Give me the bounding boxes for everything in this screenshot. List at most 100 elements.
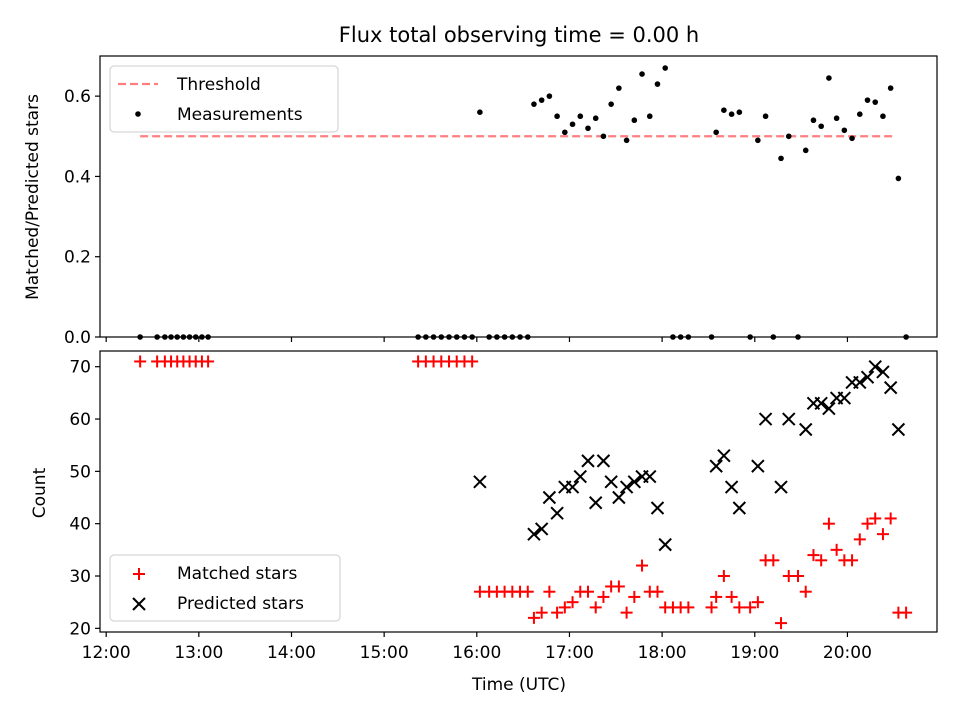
measurement-point	[895, 175, 902, 182]
predicted-star-point	[732, 501, 747, 515]
count-xtick-label: 16:00	[452, 643, 501, 663]
legend-threshold-label: Threshold	[176, 75, 261, 95]
predicted-star-point	[774, 480, 788, 494]
measurement-point	[592, 115, 599, 122]
count-ytick-label: 50	[69, 462, 91, 482]
matched-star-point	[535, 606, 548, 619]
matched-star-point	[521, 585, 534, 598]
measurement-point	[600, 133, 607, 140]
ratio-ytick-label: 0.6	[64, 87, 91, 107]
predicted-star-point	[473, 475, 487, 489]
matched-star-point	[612, 580, 625, 593]
predicted-star-point	[604, 475, 618, 489]
predicted-star-point	[876, 365, 890, 379]
measurement-point	[623, 137, 630, 144]
count-xlabel: Time (UTC)	[471, 675, 566, 695]
legend-measurements-label: Measurements	[177, 105, 303, 125]
measurement-point	[721, 107, 727, 113]
measurement-point	[569, 121, 576, 128]
matched-star-point	[628, 590, 641, 603]
count-xtick-label: 13:00	[174, 643, 223, 663]
legend-predicted-label: Predicted stars	[177, 594, 304, 614]
matched-star-point	[543, 585, 556, 598]
predicted-star-point	[542, 490, 557, 505]
predicted-star-point	[758, 412, 773, 426]
predicted-star-point	[891, 422, 906, 437]
measurement-point	[736, 109, 743, 115]
matched-star-point	[884, 512, 897, 525]
count-ytick-label: 20	[69, 619, 91, 639]
measurement-point	[728, 111, 735, 118]
measurement-point	[778, 155, 784, 162]
count-xtick-label: 19:00	[730, 643, 779, 663]
predicted-star-point	[565, 480, 580, 494]
matched-star-point	[558, 601, 571, 614]
predicted-star-point	[837, 391, 852, 405]
measurement-point	[585, 125, 591, 132]
matched-star-point	[682, 601, 695, 614]
measurement-point	[802, 147, 809, 154]
predicted-star-point	[709, 459, 723, 473]
count-xtick-label: 14:00	[267, 643, 316, 663]
measurement-point	[577, 113, 584, 120]
measurement-point	[531, 101, 537, 107]
measurement-point	[887, 85, 894, 91]
matched-star-point	[822, 517, 835, 530]
measurement-point	[841, 127, 848, 134]
measurement-point	[654, 81, 661, 87]
matched-star-point	[705, 601, 718, 614]
predicted-star-point	[853, 375, 867, 390]
predicted-star-point	[573, 469, 587, 484]
ratio-plot: 0.0 0.2 0.4 0.6 Matched/Predicted stars Thr…	[23, 55, 938, 348]
measurement-point	[762, 113, 769, 120]
predicted-star-point	[822, 401, 836, 416]
matched-star-point	[733, 601, 746, 614]
measurement-point	[872, 99, 879, 105]
matched-star-point	[725, 590, 738, 603]
matched-star-point	[589, 601, 602, 614]
measurement-point	[856, 111, 863, 118]
count-ytick-label: 70	[69, 358, 91, 378]
predicted-star-point	[589, 496, 603, 510]
ratio-ylabel: Matched/Predicted stars	[23, 94, 43, 300]
predicted-star-point	[658, 537, 672, 552]
measurement-point	[833, 115, 840, 122]
matched-star-point	[846, 554, 859, 567]
legend-measurements-swatch	[135, 111, 141, 117]
count-ytick-label: 40	[69, 515, 91, 535]
matched-star-point	[551, 606, 564, 619]
matched-star-point	[710, 590, 723, 603]
count-ylabel: Count	[30, 467, 50, 518]
matched-star-point	[717, 570, 730, 583]
predicted-star-point	[612, 490, 626, 505]
ratio-legend: Threshold Measurements	[109, 65, 339, 133]
measurement-point	[546, 93, 553, 99]
matched-star-point	[853, 533, 866, 546]
matched-star-point	[581, 585, 594, 598]
measurement-point	[639, 71, 645, 77]
measurement-point	[849, 135, 855, 142]
measurement-point	[477, 109, 483, 115]
count-xtick-label: 18:00	[638, 643, 687, 663]
chart-title: Flux total observing time = 0.00 h	[339, 23, 699, 47]
predicted-star-point	[534, 522, 549, 536]
legend-matched-swatch	[133, 568, 145, 580]
count-ytick-label: 30	[69, 567, 91, 587]
matched-star-point	[792, 570, 805, 583]
matched-star-point	[636, 559, 649, 572]
count-xtick-label: 17:00	[545, 643, 594, 663]
measurement-point	[810, 117, 817, 124]
predicted-star-point	[782, 412, 796, 426]
measurement-point	[631, 117, 638, 124]
predicted-star-point	[581, 454, 595, 468]
measurement-point	[562, 129, 568, 136]
ratio-ytick-label: 0.4	[64, 167, 91, 187]
ratio-ytick-label: 0.2	[64, 248, 91, 268]
matched-star-point	[830, 543, 843, 556]
measurement-point	[554, 113, 560, 120]
measurement-point	[608, 101, 614, 107]
predicted-star-point	[814, 396, 828, 411]
predicted-star-point	[627, 475, 642, 489]
predicted-star-point	[883, 380, 898, 395]
matched-star-point	[597, 590, 610, 603]
